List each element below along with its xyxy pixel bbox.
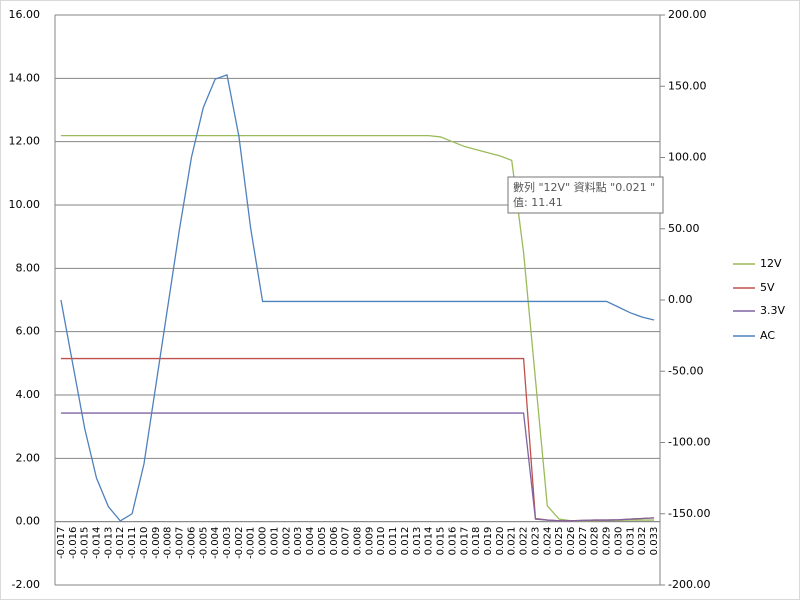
x-tick-label: 0.021 <box>507 527 518 556</box>
y2-tick-label: 150.00 <box>668 79 707 92</box>
x-tick-label: -0.016 <box>68 527 79 559</box>
x-tick-label: 0.031 <box>625 527 636 556</box>
x-tick-label: 0.019 <box>483 527 494 556</box>
x-tick-label: -0.005 <box>198 527 209 559</box>
x-tick-label: -0.015 <box>80 527 91 559</box>
x-tick-label: -0.010 <box>139 527 150 559</box>
x-tick-label: 0.018 <box>471 527 482 556</box>
y-tick-label: 12.00 <box>9 135 41 148</box>
x-tick-label: -0.017 <box>56 527 67 559</box>
x-tick-label: -0.007 <box>175 527 186 559</box>
x-tick-label: 0.016 <box>447 527 458 556</box>
x-tick-label: 0.007 <box>341 527 352 556</box>
x-tick-label: 0.004 <box>305 527 316 556</box>
y-tick-label: 2.00 <box>16 451 41 464</box>
x-tick-label: 0.001 <box>269 527 280 556</box>
x-tick-label: -0.001 <box>246 527 257 559</box>
x-tick-label: 0.033 <box>649 527 660 556</box>
y-tick-label: 0.00 <box>16 515 41 528</box>
x-tick-label: 0.022 <box>519 527 530 556</box>
y2-tick-label: -150.00 <box>668 507 710 520</box>
x-tick-label: -0.011 <box>127 527 138 559</box>
x-tick-label: -0.006 <box>186 527 197 559</box>
x-tick-label: 0.029 <box>602 527 613 556</box>
tooltip-box <box>507 176 664 214</box>
x-tick-label: 0.025 <box>554 527 565 556</box>
x-tick-label: 0.003 <box>293 527 304 556</box>
x-tick-label: -0.009 <box>151 527 162 559</box>
x-tick-label: 0.002 <box>281 527 292 556</box>
x-tick-label: 0.013 <box>412 527 423 556</box>
y-tick-label: 6.00 <box>16 325 41 338</box>
legend-label: 5V <box>760 281 775 294</box>
x-tick-label: 0.024 <box>542 527 553 556</box>
series-line <box>60 135 655 522</box>
legend-label: 12V <box>760 257 782 270</box>
series-line <box>60 73 655 522</box>
x-tick-label: 0.023 <box>530 527 541 556</box>
x-tick-label: -0.013 <box>103 527 114 559</box>
x-tick-label: -0.003 <box>222 527 233 559</box>
x-tick-label: 0.017 <box>459 527 470 556</box>
x-tick-label: 0.005 <box>317 527 328 556</box>
legend-label: 3.3V <box>760 304 785 317</box>
y-tick-label: 4.00 <box>16 388 41 401</box>
x-tick-label: 0.009 <box>364 527 375 556</box>
x-tick-label: 0.020 <box>495 527 506 556</box>
x-tick-label: 0.027 <box>578 527 589 556</box>
x-tick-label: 0.026 <box>566 527 577 556</box>
x-tick-label: -0.008 <box>163 527 174 559</box>
y-tick-label: -2.00 <box>12 578 40 591</box>
x-tick-label: 0.000 <box>258 527 269 556</box>
tooltip-text: 數列 "12V" 資料點 "0.021 " <box>513 180 655 194</box>
x-tick-label: 0.015 <box>436 527 447 556</box>
y-tick-label: 10.00 <box>9 198 41 211</box>
y-tick-label: 14.00 <box>9 71 41 84</box>
x-tick-label: 0.008 <box>353 527 364 556</box>
x-tick-label: 0.010 <box>376 527 387 556</box>
y-tick-label: 16.00 <box>9 8 41 21</box>
y2-tick-label: 50.00 <box>668 222 700 235</box>
x-tick-label: -0.002 <box>234 527 245 559</box>
y2-tick-label: -100.00 <box>668 436 710 449</box>
x-tick-label: 0.032 <box>637 527 648 556</box>
series-line <box>60 412 655 522</box>
x-tick-label: 0.030 <box>613 527 624 556</box>
y-tick-label: 8.00 <box>16 261 41 274</box>
x-tick-label: 0.006 <box>329 527 340 556</box>
x-tick-label: -0.004 <box>210 527 221 559</box>
x-tick-label: -0.012 <box>115 527 126 559</box>
y2-tick-label: 200.00 <box>668 8 707 21</box>
x-tick-label: 0.028 <box>590 527 601 556</box>
x-tick-label: -0.014 <box>92 527 103 559</box>
y2-tick-label: -50.00 <box>668 364 703 377</box>
y2-tick-label: 0.00 <box>668 293 693 306</box>
y2-tick-label: 100.00 <box>668 151 707 164</box>
y2-tick-label: -200.00 <box>668 578 710 591</box>
legend-label: AC <box>760 329 775 342</box>
x-tick-label: 0.014 <box>424 527 435 556</box>
tooltip-text: 值: 11.41 <box>513 196 563 209</box>
x-tick-label: 0.011 <box>388 527 399 556</box>
x-tick-label: 0.012 <box>400 527 411 556</box>
